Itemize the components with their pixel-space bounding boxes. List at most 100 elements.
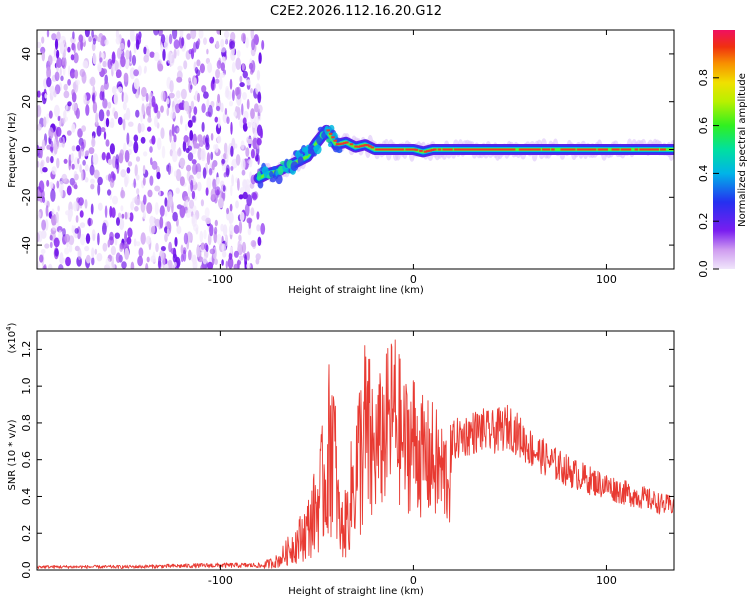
noise-cell bbox=[115, 154, 119, 165]
noise-cell bbox=[81, 141, 85, 152]
noise-cell bbox=[188, 249, 192, 261]
noise-cell bbox=[215, 176, 219, 186]
noise-cell bbox=[168, 92, 175, 99]
y-tick-label: -20 bbox=[20, 188, 33, 206]
noise-cell bbox=[126, 236, 132, 245]
noise-cell bbox=[230, 31, 236, 42]
noise-cell bbox=[63, 158, 68, 164]
noise-cell bbox=[90, 203, 94, 215]
noise-cell bbox=[183, 60, 188, 70]
noise-cell bbox=[113, 111, 119, 120]
noise-cell bbox=[54, 71, 60, 82]
noise-cell bbox=[244, 203, 250, 217]
noise-cell bbox=[141, 86, 147, 98]
noise-cell bbox=[79, 222, 86, 229]
noise-cell bbox=[190, 30, 197, 40]
noise-cell bbox=[84, 245, 90, 252]
noise-cell bbox=[235, 200, 239, 209]
noise-cell bbox=[209, 248, 216, 255]
noise-cell bbox=[64, 233, 71, 243]
noise-cell bbox=[198, 30, 204, 39]
noise-cell bbox=[147, 126, 152, 132]
noise-cell bbox=[53, 90, 57, 98]
noise-cell bbox=[205, 111, 212, 117]
noise-cell bbox=[146, 48, 150, 58]
noise-cell bbox=[207, 62, 213, 74]
noise-cell bbox=[99, 57, 103, 63]
noise-cell bbox=[136, 174, 140, 181]
ridge-blob bbox=[297, 156, 304, 166]
noise-cell bbox=[153, 30, 159, 36]
noise-cell bbox=[79, 210, 84, 218]
noise-cell bbox=[227, 257, 234, 269]
noise-cell bbox=[173, 170, 177, 177]
noise-cell bbox=[250, 148, 255, 159]
noise-cell bbox=[149, 215, 155, 226]
noise-cell bbox=[115, 69, 122, 78]
snr-exponent-close: ) bbox=[7, 322, 18, 326]
snr-panel: -100 0 100 0.0 0.2 0.4 0.6 0.8 1.0 1.2 Height of… bbox=[5, 322, 675, 597]
noise-cell bbox=[242, 70, 248, 79]
noise-cell bbox=[214, 258, 218, 266]
noise-cell bbox=[111, 207, 116, 219]
colorbar-tick-label: 0.6 bbox=[697, 117, 710, 135]
noise-cell bbox=[193, 223, 199, 232]
noise-cell bbox=[130, 201, 135, 211]
noise-cell bbox=[203, 37, 207, 45]
noise-cell bbox=[117, 212, 122, 219]
noise-cell bbox=[174, 236, 178, 247]
noise-cell bbox=[256, 224, 261, 232]
noise-cell bbox=[204, 242, 208, 251]
noise-cell bbox=[105, 139, 110, 147]
noise-cell bbox=[137, 255, 144, 267]
noise-cell bbox=[45, 205, 49, 217]
noise-cell bbox=[90, 183, 95, 190]
noise-cell bbox=[242, 179, 248, 191]
noise-cell bbox=[151, 160, 158, 170]
noise-cell bbox=[62, 228, 66, 237]
snr-y-axis: 0.0 0.2 0.4 0.6 0.8 1.0 1.2 bbox=[20, 341, 674, 579]
noise-cell bbox=[92, 85, 95, 93]
svg-text:(x104): (x104) bbox=[5, 322, 18, 353]
noise-cell bbox=[149, 146, 153, 153]
noise-cell bbox=[222, 185, 226, 192]
noise-cell bbox=[48, 263, 53, 269]
noise-cell bbox=[74, 245, 80, 252]
noise-cell bbox=[172, 211, 178, 222]
noise-cell bbox=[216, 30, 221, 35]
noise-cell bbox=[258, 52, 262, 64]
noise-cell bbox=[155, 242, 159, 253]
noise-cell bbox=[102, 222, 107, 235]
noise-cell bbox=[94, 248, 98, 255]
ridge-blob bbox=[313, 144, 322, 155]
noise-cell bbox=[165, 35, 169, 43]
noise-cell bbox=[74, 173, 79, 181]
noise-cell bbox=[214, 219, 218, 227]
noise-cell bbox=[37, 104, 42, 117]
noise-cell bbox=[109, 231, 114, 241]
noise-cell bbox=[111, 86, 117, 94]
noise-cell bbox=[230, 145, 234, 157]
ridge-blob bbox=[336, 147, 343, 154]
noise-cell bbox=[196, 171, 202, 179]
noise-cell bbox=[160, 246, 166, 252]
noise-cell bbox=[257, 104, 263, 114]
noise-cell bbox=[123, 174, 130, 185]
noise-cell bbox=[237, 259, 240, 269]
noise-cell bbox=[129, 67, 136, 80]
noise-cell bbox=[242, 117, 247, 125]
noise-cell bbox=[202, 135, 207, 145]
noise-cell bbox=[229, 203, 233, 212]
noise-cell bbox=[147, 116, 152, 123]
noise-cell bbox=[123, 142, 127, 154]
noise-cell bbox=[124, 150, 130, 163]
noise-cell bbox=[143, 68, 147, 74]
noise-cell bbox=[250, 207, 255, 217]
noise-cell bbox=[91, 247, 95, 258]
noise-cell bbox=[54, 248, 59, 257]
noise-cell bbox=[233, 111, 237, 117]
noise-cell bbox=[77, 158, 80, 165]
noise-cell bbox=[154, 202, 159, 215]
noise-cell bbox=[52, 224, 57, 231]
noise-cell bbox=[200, 264, 206, 269]
